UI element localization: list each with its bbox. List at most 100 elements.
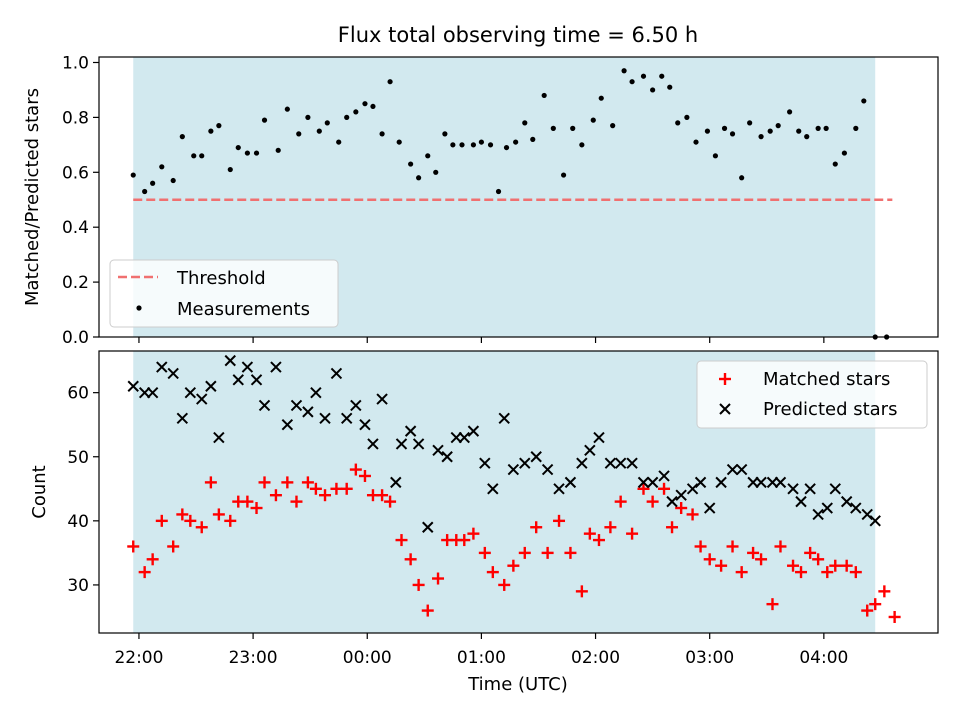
measurement-point: [570, 125, 576, 131]
x-axis-label: Time (UTC): [467, 674, 568, 695]
predicted-star-point: [205, 380, 217, 392]
matched-star-point: [421, 604, 434, 617]
measurement-point: [629, 79, 635, 85]
predicted-star-point: [869, 515, 881, 527]
matched-star-point: [583, 527, 596, 540]
matched-star-point: [675, 502, 688, 515]
predicted-star-point: [637, 476, 650, 489]
predicted-star-point: [270, 361, 282, 373]
matched-star-point: [861, 604, 874, 617]
matched-star-point: [224, 514, 237, 527]
predicted-star-point: [530, 451, 542, 463]
matched-star-point: [384, 495, 397, 508]
matched-star-point: [212, 508, 225, 521]
matched-star-point: [747, 546, 760, 559]
measurement-point: [560, 172, 567, 178]
predicted-star-point: [422, 521, 434, 533]
measurement-point: [503, 144, 510, 151]
matched-star-point: [787, 559, 800, 572]
measurement-point: [150, 180, 156, 186]
matched-star-point: [376, 489, 389, 502]
predicted-star-point: [755, 476, 767, 489]
matched-star-point: [467, 527, 480, 540]
measurement-point: [316, 128, 322, 134]
matched-star-point: [658, 482, 671, 495]
predicted-star-point: [340, 412, 353, 425]
matched-star-point: [795, 566, 808, 579]
bottom-y-tick-label: 50: [67, 448, 89, 468]
measurement-point: [610, 123, 616, 129]
x-tick-label: 04:00: [799, 648, 848, 668]
measurement-point: [296, 131, 302, 137]
bottom-legend-predicted-swatch: [719, 403, 731, 415]
matched-star-point: [127, 540, 140, 553]
bottom-y-tick-label: 30: [67, 576, 89, 596]
matched-star-point: [281, 476, 294, 489]
top-panel-frame: [98, 56, 939, 338]
predicted-star-point: [666, 495, 678, 508]
top-panel: 0.0 0.2 0.4 0.6 0.8 1.0 Matched/Predicted sta…: [22, 53, 939, 348]
top-y-tick-label: 0.6: [62, 163, 89, 183]
predicted-star-point: [359, 418, 371, 431]
predicted-star-point: [715, 476, 727, 489]
measurement-point: [495, 188, 502, 195]
matched-star-point: [646, 495, 659, 508]
bottom-y-tick-label: 60: [67, 384, 89, 404]
top-panel-ylabel: Matched/Predicted stars: [22, 88, 43, 306]
predicted-star-point: [861, 508, 873, 521]
matched-star-point: [507, 559, 520, 572]
measurement-point: [832, 161, 838, 167]
predicted-star-point: [412, 438, 425, 450]
measurement-point: [522, 120, 528, 126]
predicted-star-point: [127, 380, 139, 392]
measurement-point: [442, 131, 448, 137]
measurement-point: [721, 125, 728, 131]
measurement-point: [487, 142, 494, 148]
predicted-star-point: [290, 399, 303, 412]
predicted-star-point: [224, 354, 236, 367]
matched-star-point: [614, 495, 627, 508]
predicted-star-point: [703, 502, 716, 514]
measurement-point: [861, 98, 867, 104]
matched-star-point: [432, 572, 445, 585]
matched-star-point: [774, 540, 787, 553]
predicted-star-point: [604, 457, 617, 469]
predicted-star-point: [376, 393, 388, 405]
chart-title: Flux total observing time = 6.50 h: [338, 23, 698, 47]
matched-star-point: [319, 489, 332, 502]
measurement-point: [324, 120, 330, 126]
measurement-point: [142, 188, 148, 195]
matched-star-point: [146, 553, 159, 566]
measurement-point: [675, 120, 681, 126]
top-legend: Threshold Measurements: [109, 259, 339, 328]
top-legend-measurements-label: Measurements: [177, 299, 310, 320]
measurement-point: [362, 101, 368, 107]
measurement-point: [823, 125, 829, 131]
matched-star-point: [404, 553, 417, 566]
predicted-star-point: [694, 476, 707, 489]
measurement-point: [541, 92, 547, 99]
measurement-point: [336, 139, 342, 145]
predicted-star-point: [850, 502, 862, 514]
matched-star-point: [330, 482, 343, 495]
matched-star-point: [812, 553, 825, 566]
predicted-star-point: [686, 483, 699, 495]
matched-star-point: [486, 566, 499, 579]
measurement-point: [170, 177, 176, 184]
measurement-point: [470, 142, 477, 148]
measurement-point: [244, 150, 250, 156]
measurement-point: [235, 144, 241, 151]
measurement-point: [650, 87, 656, 93]
measurement-point: [275, 147, 281, 153]
measurement-point: [640, 73, 647, 79]
predicted-star-point: [735, 463, 748, 476]
measurement-point: [344, 114, 350, 120]
bottom-legend-matched-label: Matched stars: [763, 369, 890, 390]
matched-star-point: [878, 585, 891, 598]
measurement-point: [227, 166, 233, 173]
top-y-tick-label: 1.0: [62, 53, 89, 73]
matched-star-point: [849, 566, 862, 579]
top-y-tick-label: 0.4: [62, 218, 89, 238]
predicted-star-point: [176, 412, 189, 425]
predicted-star-point: [541, 463, 554, 476]
